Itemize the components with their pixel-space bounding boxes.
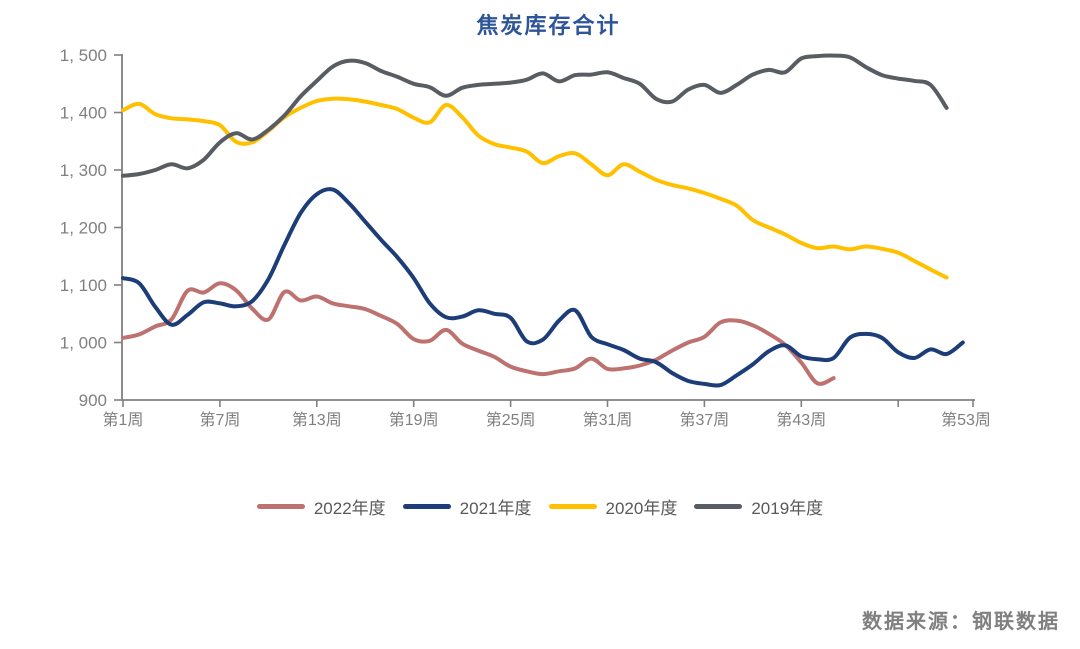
- y-tick-label: 900: [79, 391, 107, 410]
- x-tick-label: 第7周: [199, 411, 240, 429]
- y-tick-label: 1, 500: [60, 46, 107, 65]
- legend-item-2020: 2020年度: [548, 494, 678, 519]
- chart-legend: 2022年度 2021年度 2020年度 2019年度: [0, 494, 1080, 519]
- chart-title: 焦炭库存合计: [476, 13, 621, 39]
- y-tick-label: 1, 200: [60, 219, 107, 238]
- y-tick-label: 1, 100: [60, 276, 107, 295]
- series-line-2020: [121, 96, 949, 280]
- x-tick-label: 第31周: [583, 411, 633, 429]
- x-tick-label: 第37周: [679, 411, 729, 429]
- legend-swatch-2021: [402, 504, 451, 509]
- legend-swatch-2022: [256, 504, 305, 509]
- legend-label-2020: 2020年度: [605, 499, 678, 518]
- x-tick-label: 第43周: [776, 411, 826, 429]
- x-tick-label: 第13周: [292, 411, 342, 429]
- legend-label-2021: 2021年度: [459, 499, 532, 518]
- data-source-note: 数据来源：钢联数据: [862, 609, 1060, 633]
- x-tick-label: 第25周: [486, 411, 536, 429]
- series-line-2021: [121, 187, 965, 388]
- legend-swatch-2020: [548, 504, 597, 509]
- x-tick-label: 第19周: [389, 411, 439, 429]
- legend-swatch-2019: [694, 504, 743, 509]
- x-tick-label: 第53周: [941, 411, 991, 429]
- x-tick-label: 第1周: [103, 411, 144, 429]
- legend-item-2022: 2022年度: [256, 494, 386, 519]
- y-tick-label: 1, 300: [60, 161, 107, 180]
- series-line-2019: [121, 53, 949, 178]
- y-tick-label: 1, 400: [60, 104, 107, 123]
- axis-lines: [121, 54, 975, 401]
- series-line-2022: [121, 281, 836, 386]
- legend-item-2021: 2021年度: [402, 494, 532, 519]
- y-tick-label: 1, 000: [60, 334, 107, 353]
- legend-label-2019: 2019年度: [751, 499, 824, 518]
- legend-item-2019: 2019年度: [694, 494, 823, 519]
- legend-label-2022: 2022年度: [313, 499, 386, 518]
